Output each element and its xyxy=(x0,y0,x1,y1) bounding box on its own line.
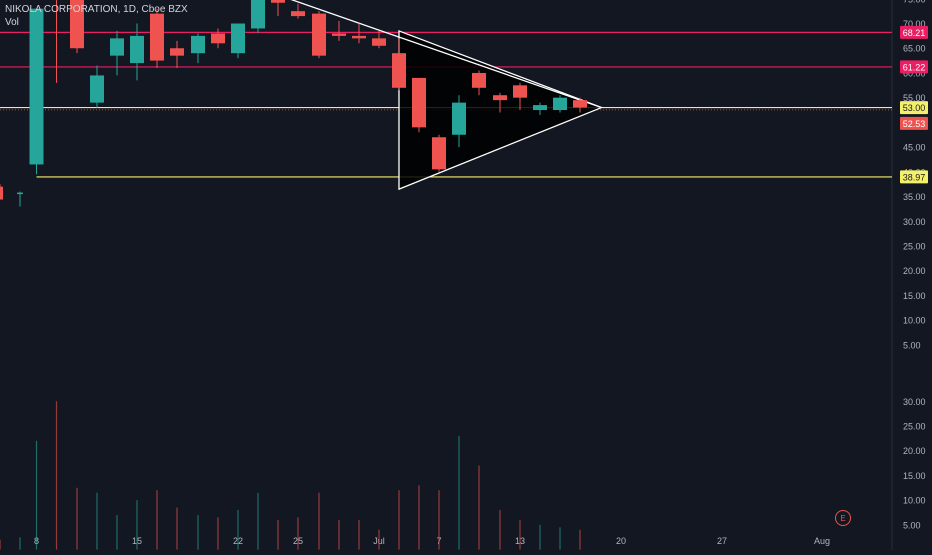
candle-body xyxy=(573,100,587,108)
candle-body xyxy=(412,77,426,128)
volume-bar xyxy=(438,490,440,550)
volume-bar xyxy=(76,487,78,550)
chart-title: NIKOLA CORPORATION, 1D, Cboe BZX xyxy=(5,4,188,15)
price-line-label: 68.21 xyxy=(903,28,926,38)
volume-bar xyxy=(197,514,199,550)
candle-body xyxy=(170,48,184,56)
volume-bar xyxy=(257,492,259,550)
volume-bar xyxy=(478,465,480,550)
volume-bar xyxy=(358,519,360,550)
volume-bar xyxy=(96,492,98,550)
candle-body xyxy=(90,75,104,103)
candle-body xyxy=(29,8,44,165)
price-tick-label: 60.00 xyxy=(903,68,926,78)
candle-body xyxy=(70,0,84,49)
candle-body xyxy=(472,72,486,88)
candle-body xyxy=(513,85,527,98)
candle-body xyxy=(553,97,567,111)
candle-body xyxy=(231,23,245,54)
price-tick-label: 70.00 xyxy=(903,19,926,29)
price-line-label: 53.00 xyxy=(903,103,926,113)
price-tick-label: 5.00 xyxy=(903,340,921,350)
volume-bar xyxy=(35,440,38,550)
volume-tick-label: 10.00 xyxy=(903,496,926,506)
date-tick-label: 27 xyxy=(717,536,727,546)
triangle-upper-trendline xyxy=(290,0,602,109)
candle-body xyxy=(332,33,346,36)
candle-body xyxy=(251,0,265,29)
volume-bar xyxy=(418,485,420,550)
price-tick-label: 55.00 xyxy=(903,93,926,103)
candle-body xyxy=(452,102,466,135)
candle-body xyxy=(392,53,406,88)
price-tick-label: 30.00 xyxy=(903,217,926,227)
volume-bar xyxy=(136,500,138,550)
volume-bar xyxy=(318,492,320,550)
volume-bar xyxy=(277,519,279,550)
volume-bar xyxy=(378,529,380,550)
date-tick-label: 20 xyxy=(616,536,626,546)
price-tick-label: 25.00 xyxy=(903,242,926,252)
volume-bar xyxy=(398,490,400,550)
volume-tick-label: 25.00 xyxy=(903,421,926,431)
price-line-label: 61.22 xyxy=(903,62,926,72)
candle-body xyxy=(493,95,507,101)
volume-bar xyxy=(116,514,118,550)
price-line-label-box xyxy=(900,60,928,74)
volume-bar xyxy=(579,529,581,550)
volume-tick-label: 20.00 xyxy=(903,446,926,456)
current-price-label: 52.53 xyxy=(903,119,926,129)
candle-body xyxy=(372,38,386,46)
volume-bar xyxy=(55,401,58,550)
price-tick-label: 10.00 xyxy=(903,316,926,326)
candle-body xyxy=(17,192,23,195)
candle-body xyxy=(312,13,326,56)
volume-bar xyxy=(539,524,541,550)
price-tick-label: 45.00 xyxy=(903,143,926,153)
candle-body xyxy=(130,35,144,64)
price-line-label: 38.97 xyxy=(903,172,926,182)
candle-body xyxy=(432,137,446,170)
price-tick-label: 15.00 xyxy=(903,291,926,301)
candle-body xyxy=(533,105,547,111)
volume-bar xyxy=(519,519,521,550)
volume-bar xyxy=(176,507,178,550)
candle-body xyxy=(291,11,305,17)
price-line-label-box xyxy=(900,170,928,184)
volume-bar xyxy=(458,435,460,550)
earnings-marker-label: E xyxy=(840,514,845,523)
volume-bar xyxy=(156,490,158,550)
volume-bar xyxy=(19,537,21,550)
candle-body xyxy=(110,38,124,56)
price-line-label-box xyxy=(900,101,928,115)
price-tick-label: 20.00 xyxy=(903,266,926,276)
price-tick-label: 65.00 xyxy=(903,44,926,54)
earnings-marker-icon[interactable] xyxy=(835,510,851,526)
volume-bar xyxy=(0,539,1,550)
volume-bar xyxy=(237,510,239,550)
price-tick-label: 75.00 xyxy=(903,0,926,4)
candle-body xyxy=(150,13,164,61)
candle-body xyxy=(191,35,205,54)
price-axis-bg xyxy=(892,0,932,550)
candle-body xyxy=(271,0,285,3)
volume-bar xyxy=(499,510,501,550)
date-tick-label: Aug xyxy=(814,536,830,546)
candle-body xyxy=(0,186,3,200)
current-price-label-box xyxy=(900,116,928,130)
volume-bar xyxy=(338,519,340,550)
volume-bar xyxy=(297,517,299,550)
price-tick-label: 35.00 xyxy=(903,192,926,202)
candle-body xyxy=(211,33,225,44)
volume-tick-label: 15.00 xyxy=(903,471,926,481)
volume-bar xyxy=(217,517,219,550)
volume-tick-label: 30.00 xyxy=(903,397,926,407)
price-line-label-box xyxy=(900,25,928,39)
volume-tick-label: 5.00 xyxy=(903,520,921,530)
volume-bar xyxy=(559,527,561,550)
volume-label: Vol xyxy=(5,17,19,28)
candle-body xyxy=(352,35,366,39)
